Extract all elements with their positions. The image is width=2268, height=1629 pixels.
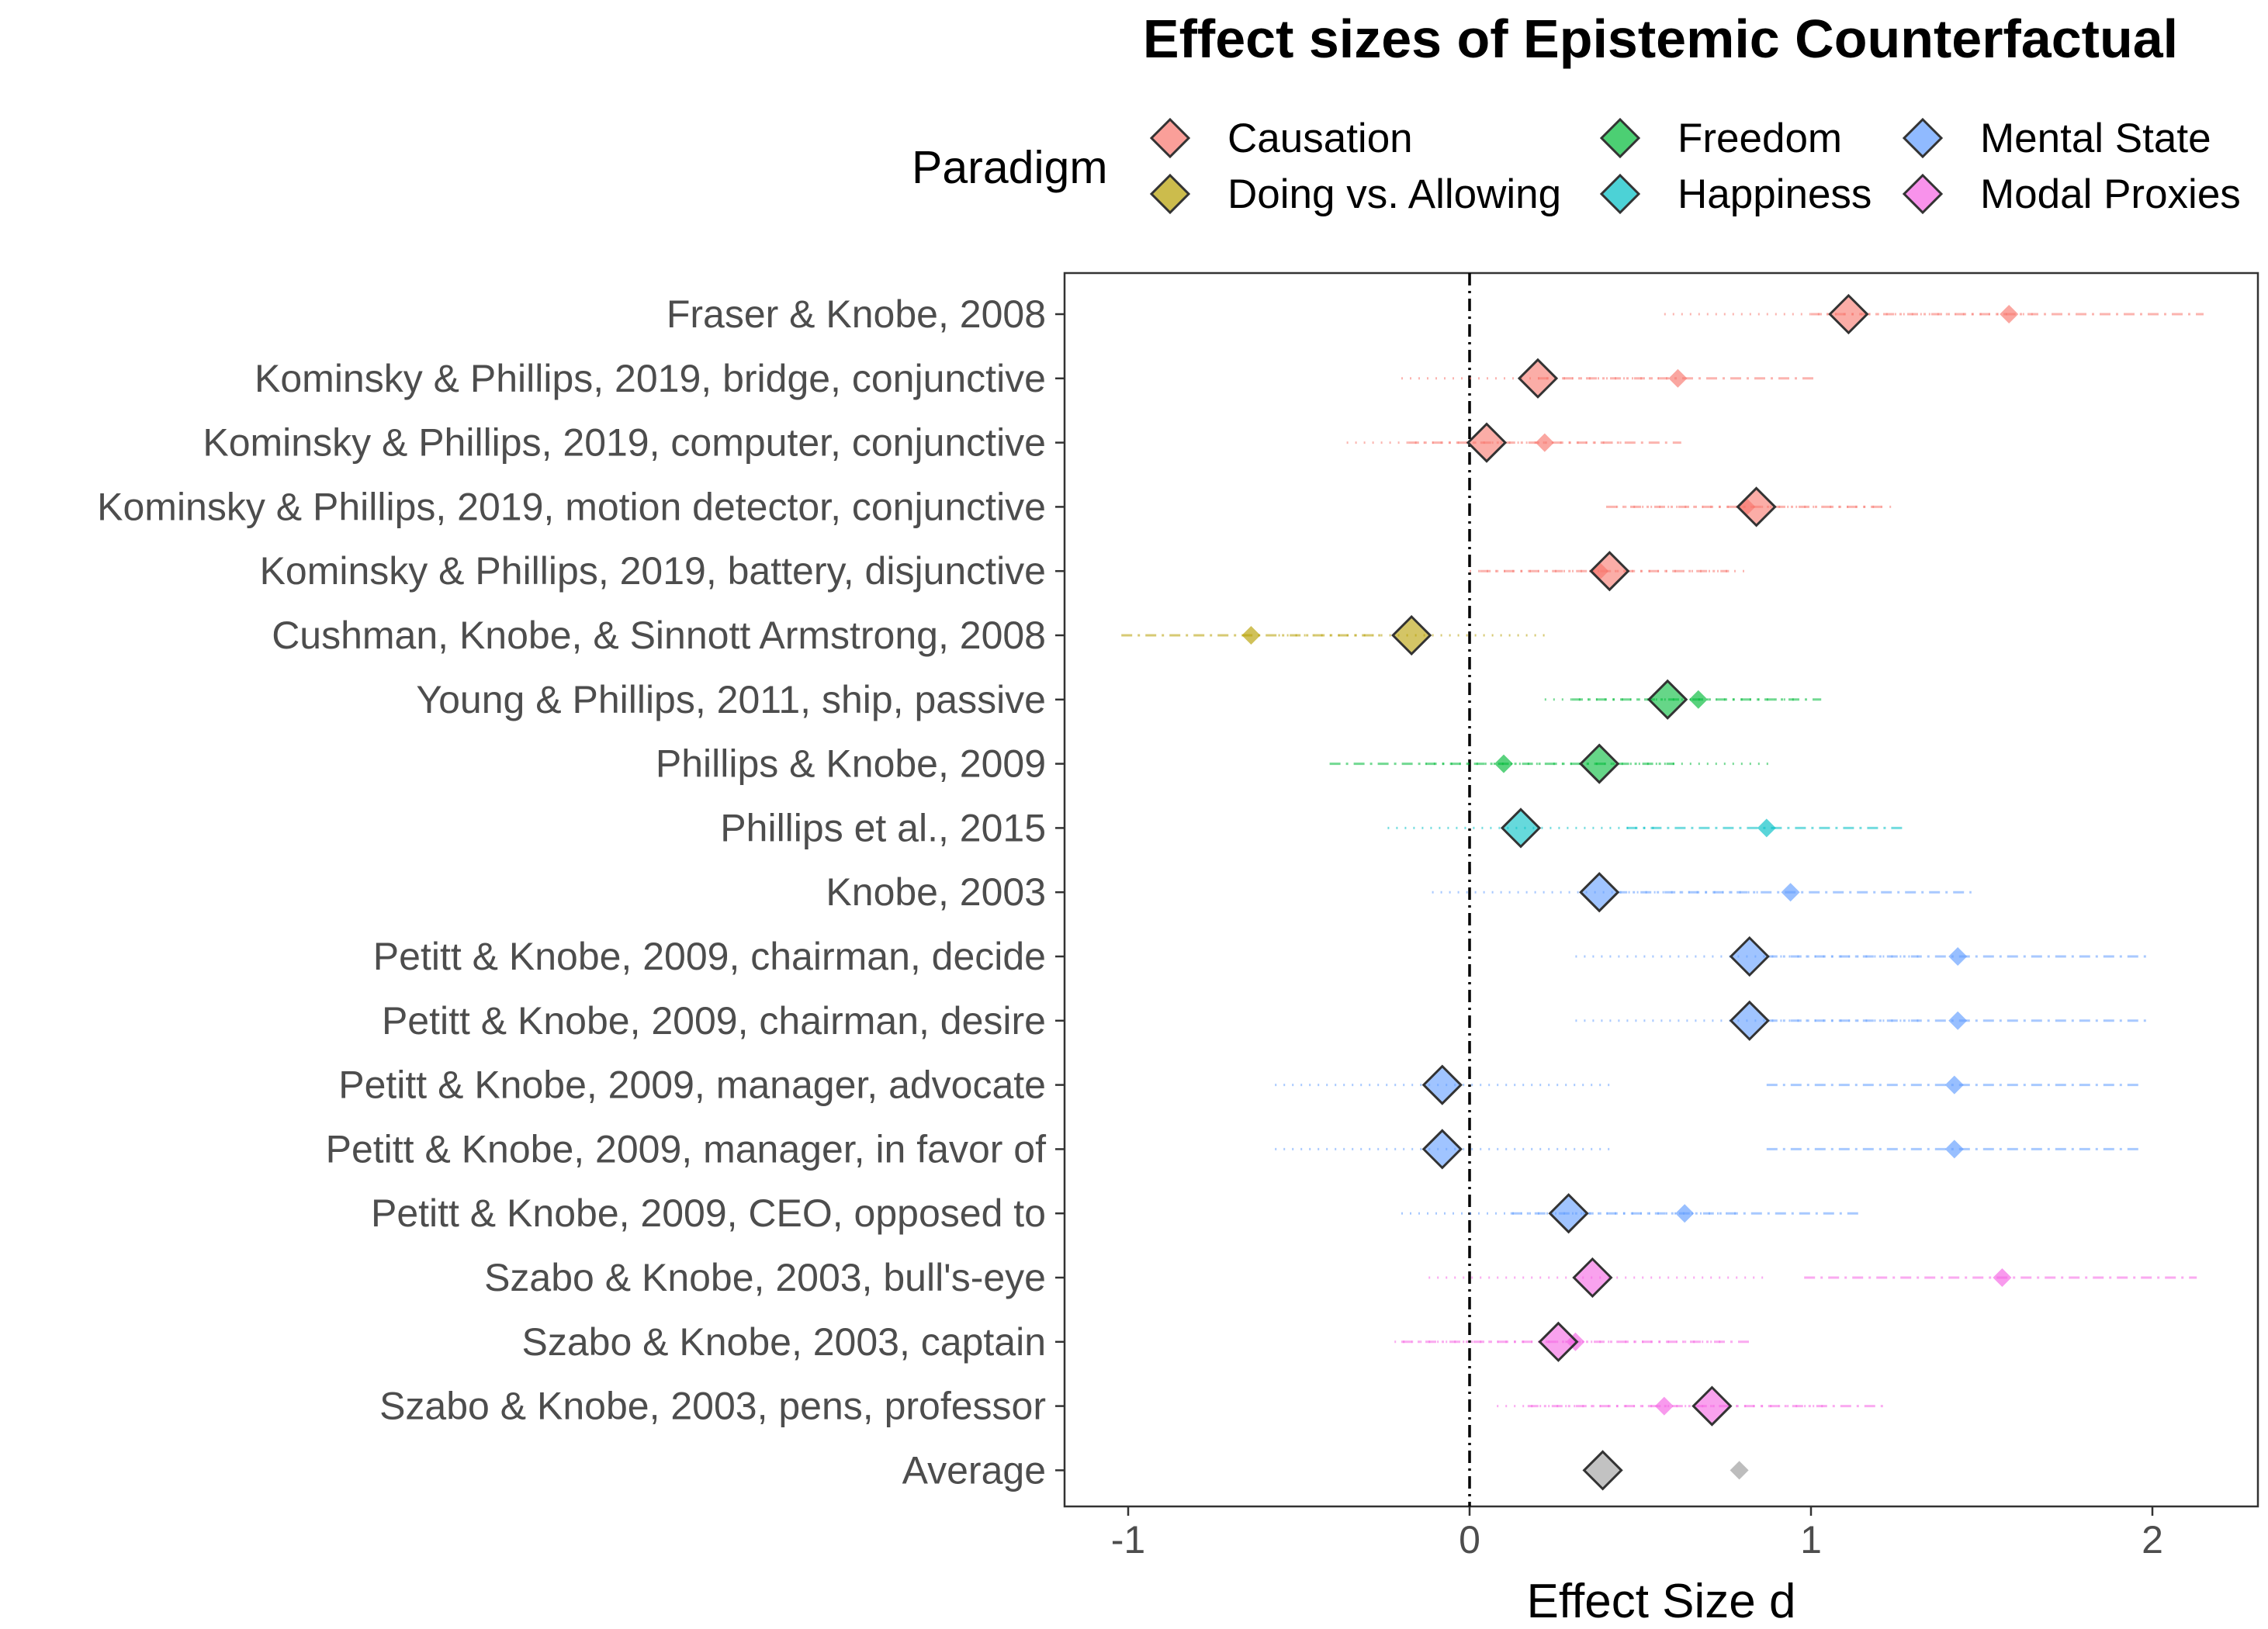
- secondary-point: [1781, 883, 1800, 902]
- x-tick-label: 0: [1459, 1518, 1480, 1562]
- secondary-point: [1993, 1268, 2012, 1287]
- main-point: [1391, 614, 1432, 656]
- y-tick-label: Petitt & Knobe, 2009, CEO, opposed to: [371, 1191, 1046, 1235]
- forest-row: [1432, 872, 1972, 913]
- y-tick-label: Petitt & Knobe, 2009, manager, in favor …: [326, 1127, 1046, 1171]
- y-tick-label: Kominsky & Phillips, 2019, computer, con…: [203, 421, 1046, 465]
- y-axis: Fraser & Knobe, 2008 Kominsky & Phillips,…: [97, 292, 1065, 1492]
- legend: Paradigm Causation Doing vs. Allowing Free…: [912, 116, 2241, 217]
- main-point: [1691, 1385, 1733, 1427]
- y-tick-label: Phillips et al., 2015: [720, 806, 1046, 849]
- y-tick-label: Kominsky & Phillips, 2019, battery, disj…: [260, 549, 1046, 593]
- main-point: [1466, 422, 1508, 463]
- x-tick-label: 2: [2142, 1518, 2163, 1562]
- legend-title: Paradigm: [912, 142, 1108, 193]
- main-point: [1421, 1129, 1463, 1170]
- y-tick-label: Phillips & Knobe, 2009: [656, 742, 1046, 786]
- forest-row: [1470, 551, 1747, 592]
- legend-key-mental-state: [1902, 117, 1944, 159]
- forest-rows: [1121, 293, 2204, 1491]
- y-tick-label: Petitt & Knobe, 2009, manager, advocate: [338, 1064, 1046, 1107]
- legend-label: Mental State: [1980, 116, 2211, 161]
- y-tick-label: Kominsky & Phillips, 2019, bridge, conju…: [255, 357, 1046, 400]
- forest-row: [1394, 1321, 1750, 1362]
- main-point: [1517, 358, 1559, 399]
- legend-label: Causation: [1227, 116, 1413, 161]
- secondary-point: [2000, 305, 2019, 323]
- x-axis: -1 0 1 2: [1111, 1506, 2163, 1562]
- secondary-point: [1675, 1204, 1695, 1223]
- main-point: [1729, 936, 1770, 977]
- secondary-point: [1668, 368, 1688, 388]
- plot-panel: [1063, 272, 2259, 1508]
- main-point: [1647, 679, 1688, 720]
- main-point: [1736, 486, 1777, 527]
- legend-label: Freedom: [1678, 116, 1842, 161]
- forest-row: [1387, 808, 1907, 849]
- main-point: [1500, 808, 1542, 849]
- legend-key-freedom: [1599, 117, 1641, 159]
- main-point: [1828, 293, 1869, 335]
- y-tick-label: Szabo & Knobe, 2003, pens, professor: [379, 1385, 1046, 1428]
- y-tick-label: Cushman, Knobe, & Sinnott Armstrong, 200…: [272, 614, 1046, 657]
- secondary-point: [1535, 433, 1554, 452]
- legend-label: Modal Proxies: [1980, 171, 2241, 217]
- y-tick-label: Average: [902, 1448, 1046, 1492]
- legend-key-happiness: [1599, 173, 1641, 215]
- forest-row: [1401, 1193, 1859, 1234]
- main-point: [1582, 1450, 1623, 1491]
- forest-row: [1428, 1257, 2197, 1299]
- y-tick-label: Petitt & Knobe, 2009, chairman, decide: [373, 935, 1046, 978]
- secondary-point: [1688, 690, 1708, 709]
- secondary-point: [1654, 1396, 1674, 1416]
- main-point: [1538, 1321, 1579, 1362]
- forest-row: [1346, 422, 1681, 463]
- x-axis-title: Effect Size d: [1527, 1575, 1796, 1628]
- legend-entries: Causation Doing vs. Allowing Freedom Happin…: [1149, 116, 2241, 217]
- forest-row: [1582, 1450, 1749, 1491]
- secondary-point: [1948, 1011, 1968, 1030]
- forest-row: [1401, 358, 1815, 399]
- y-tick-label: Fraser & Knobe, 2008: [667, 292, 1046, 336]
- y-tick-label: Young & Phillips, 2011, ship, passive: [416, 678, 1046, 721]
- chart-title: Effect sizes of Epistemic Counterfactual: [1143, 9, 2178, 69]
- secondary-point: [1944, 1140, 1964, 1159]
- secondary-point: [1948, 947, 1968, 966]
- legend-key-doing-vs-allowing: [1149, 173, 1191, 215]
- y-tick-label: Szabo & Knobe, 2003, captain: [521, 1320, 1046, 1364]
- secondary-point: [1944, 1075, 1964, 1095]
- y-tick-label: Kominsky & Phillips, 2019, motion detect…: [97, 485, 1046, 528]
- forest-row: [1329, 743, 1774, 784]
- forest-row: [1275, 1064, 2142, 1105]
- main-point: [1589, 551, 1630, 592]
- forest-row: [1575, 1000, 2149, 1041]
- main-point: [1548, 1193, 1589, 1234]
- x-tick-label: 1: [1800, 1518, 1822, 1562]
- forest-row: [1606, 486, 1896, 527]
- forest-row: [1497, 1385, 1886, 1427]
- y-tick-label: Szabo & Knobe, 2003, bull's-eye: [484, 1256, 1046, 1299]
- legend-key-modal-proxies: [1902, 173, 1944, 215]
- main-point: [1579, 872, 1620, 913]
- secondary-point: [1241, 626, 1261, 645]
- x-tick-label: -1: [1111, 1518, 1145, 1562]
- forest-row: [1121, 614, 1549, 656]
- forest-row: [1544, 679, 1822, 720]
- secondary-point: [1757, 818, 1776, 838]
- main-point: [1579, 743, 1620, 784]
- forest-row: [1275, 1129, 2142, 1170]
- y-tick-label: Petitt & Knobe, 2009, chairman, desire: [382, 999, 1046, 1043]
- main-point: [1572, 1257, 1613, 1299]
- secondary-point: [1494, 754, 1513, 773]
- legend-key-causation: [1149, 117, 1191, 159]
- forest-row: [1664, 293, 2204, 335]
- legend-label: Doing vs. Allowing: [1227, 171, 1561, 217]
- forest-row: [1575, 936, 2149, 977]
- y-tick-label: Knobe, 2003: [826, 870, 1046, 914]
- secondary-point: [1730, 1461, 1749, 1480]
- main-point: [1729, 1000, 1770, 1041]
- main-point: [1421, 1064, 1463, 1105]
- legend-label: Happiness: [1678, 171, 1872, 217]
